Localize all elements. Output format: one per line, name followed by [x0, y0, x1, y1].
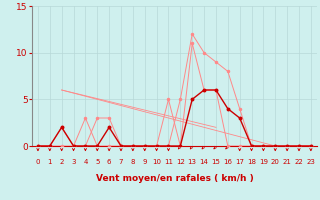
X-axis label: Vent moyen/en rafales ( km/h ): Vent moyen/en rafales ( km/h ): [96, 174, 253, 183]
